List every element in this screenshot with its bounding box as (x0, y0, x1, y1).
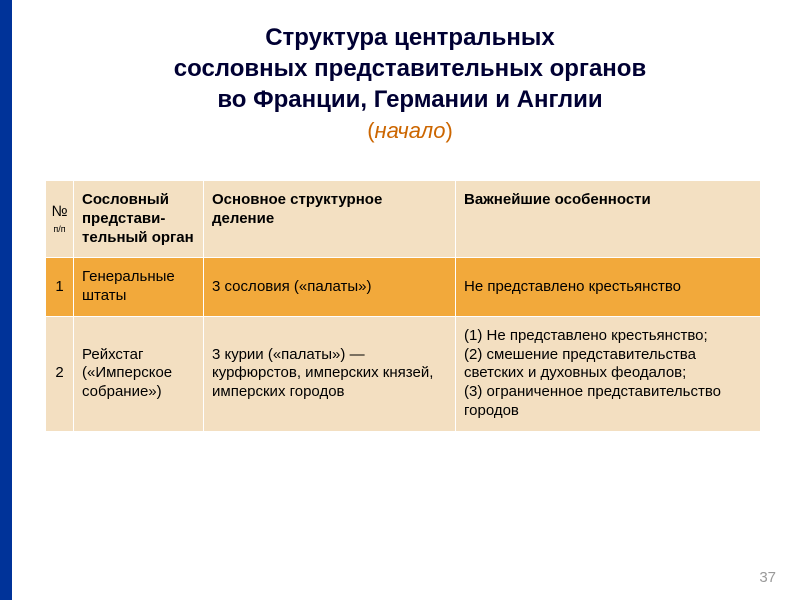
title-line-2: сословных представительных органов (110, 53, 710, 84)
title-line-3: во Франции, Германии и Англии (110, 84, 710, 115)
table-header-row: № п/п Сословный представи-тельный орган … (46, 181, 761, 258)
title-line-1: Структура центральных (110, 22, 710, 53)
col-header-num: № п/п (46, 181, 74, 258)
col-header-struct: Основное структурное деление (204, 181, 456, 258)
paren-open: ( (367, 118, 374, 143)
table-body: 1 Генеральные штаты 3 сословия («палаты»… (46, 258, 761, 431)
col-header-num-sub: п/п (48, 224, 71, 235)
col-header-num-main: № (51, 203, 67, 220)
title-start: (начало) (110, 118, 710, 144)
page-number: 37 (759, 569, 776, 586)
table-row: 1 Генеральные штаты 3 сословия («палаты»… (46, 258, 761, 317)
start-word: начало (375, 118, 446, 143)
cell-body: Рейхстаг («Имперское собрание») (74, 316, 204, 431)
left-stripe (0, 0, 12, 600)
cell-struct: 3 сословия («палаты») (204, 258, 456, 317)
cell-body: Генеральные штаты (74, 258, 204, 317)
paren-close: ) (445, 118, 452, 143)
col-header-body: Сословный представи-тельный орган (74, 181, 204, 258)
table-row: 2 Рейхстаг («Имперское собрание») 3 кури… (46, 316, 761, 431)
cell-num: 1 (46, 258, 74, 317)
cell-struct: 3 курии («палаты») — курфюрстов, имперск… (204, 316, 456, 431)
comparison-table: № п/п Сословный представи-тельный орган … (45, 180, 761, 432)
slide-title: Структура центральных сословных представ… (110, 22, 710, 144)
col-header-feat: Важнейшие особенности (456, 181, 761, 258)
slide: Структура центральных сословных представ… (0, 0, 800, 600)
cell-feat: Не представлено крестьянство (456, 258, 761, 317)
cell-feat: (1) Не представлено крестьянство; (2) см… (456, 316, 761, 431)
cell-num: 2 (46, 316, 74, 431)
